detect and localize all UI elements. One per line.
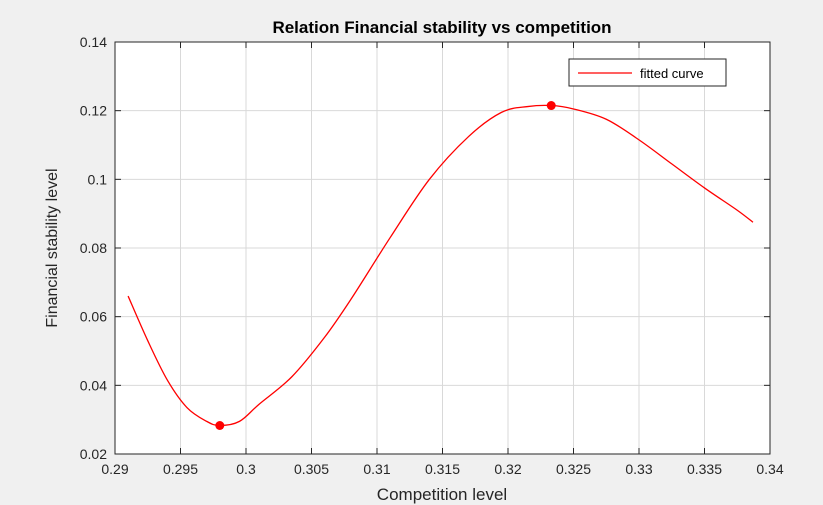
x-tick-label: 0.3 bbox=[236, 461, 256, 477]
chart-title: Relation Financial stability vs competit… bbox=[272, 18, 611, 37]
x-tick-label: 0.335 bbox=[687, 461, 722, 477]
legend: fitted curve bbox=[568, 58, 727, 87]
legend-label-fitted-curve: fitted curve bbox=[640, 66, 704, 81]
y-tick-label: 0.14 bbox=[80, 34, 107, 50]
data-point-marker bbox=[215, 421, 225, 431]
x-tick-label: 0.305 bbox=[294, 461, 329, 477]
x-tick-label: 0.29 bbox=[101, 461, 128, 477]
y-axis-label: Financial stability level bbox=[44, 168, 61, 327]
x-tick-label: 0.315 bbox=[425, 461, 460, 477]
y-tick-label: 0.1 bbox=[88, 171, 108, 187]
x-tick-label: 0.31 bbox=[363, 461, 390, 477]
y-tick-label: 0.06 bbox=[80, 309, 107, 325]
y-tick-label: 0.02 bbox=[80, 446, 107, 462]
x-tick-label: 0.33 bbox=[625, 461, 652, 477]
x-axis-label: Competition level bbox=[377, 485, 507, 504]
y-tick-label: 0.12 bbox=[80, 103, 107, 119]
y-tick-labels: 0.02 0.04 0.06 0.08 0.1 0.12 0.14 bbox=[80, 34, 107, 462]
x-tick-label: 0.32 bbox=[494, 461, 521, 477]
tick-marks bbox=[114, 41, 771, 455]
x-tick-label: 0.295 bbox=[163, 461, 198, 477]
y-tick-label: 0.08 bbox=[80, 240, 107, 256]
series-layer bbox=[127, 104, 754, 427]
data-point-marker bbox=[546, 101, 556, 111]
x-tick-label: 0.325 bbox=[556, 461, 591, 477]
series-line-fitted-curve bbox=[127, 104, 754, 427]
marker-layer bbox=[215, 101, 556, 431]
y-tick-label: 0.04 bbox=[80, 377, 107, 393]
x-tick-label: 0.34 bbox=[756, 461, 783, 477]
x-tick-labels: 0.29 0.295 0.3 0.305 0.31 0.315 0.32 0.325 0.33 0… bbox=[101, 461, 783, 477]
